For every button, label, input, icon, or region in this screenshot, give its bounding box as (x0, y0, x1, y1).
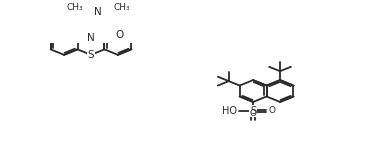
Text: O: O (250, 109, 257, 118)
Text: CH₃: CH₃ (114, 3, 130, 12)
Text: S: S (250, 106, 256, 116)
Text: N: N (94, 7, 102, 17)
Text: HO: HO (222, 106, 237, 116)
Text: O: O (116, 30, 124, 40)
Text: N: N (87, 33, 95, 44)
Text: O: O (269, 106, 276, 115)
Text: CH₃: CH₃ (66, 3, 83, 12)
Text: S: S (88, 50, 94, 60)
